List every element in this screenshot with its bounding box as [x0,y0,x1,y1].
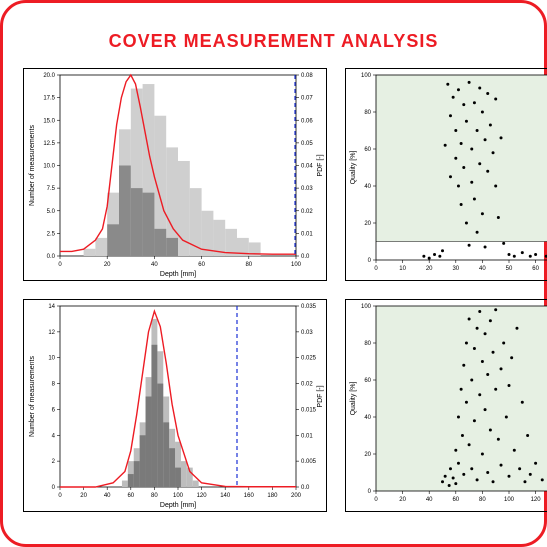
svg-text:20: 20 [80,493,87,499]
svg-text:8: 8 [52,382,56,388]
svg-text:17.5: 17.5 [43,96,55,102]
svg-text:0.01: 0.01 [301,231,313,237]
svg-text:180: 180 [267,493,278,499]
svg-text:200: 200 [291,493,302,499]
svg-text:100: 100 [173,493,184,499]
svg-text:0.08: 0.08 [301,73,313,79]
svg-text:15.0: 15.0 [43,118,55,124]
svg-text:0.07: 0.07 [301,96,313,102]
svg-text:10.0: 10.0 [43,164,55,170]
svg-text:140: 140 [220,493,231,499]
svg-text:30: 30 [452,266,459,272]
svg-text:40: 40 [479,266,486,272]
svg-text:100: 100 [291,262,302,268]
svg-text:40: 40 [151,262,158,268]
svg-text:20: 20 [364,452,371,458]
svg-text:0.03: 0.03 [301,186,313,192]
svg-text:0.01: 0.01 [301,433,313,439]
svg-text:Quality [%]: Quality [%] [350,382,357,416]
svg-text:PDF [-]: PDF [-] [317,385,324,407]
svg-text:Number of measurements: Number of measurements [29,356,36,437]
svg-text:0.03: 0.03 [301,330,313,336]
svg-text:5.0: 5.0 [47,209,56,215]
svg-text:50: 50 [506,266,513,272]
histogram-bottom: 0 20 40 60 80 100 120 140 160 180 200 0 2 4 6 8 10 12 14 0.… [23,299,327,512]
svg-text:Quality [%]: Quality [%] [350,151,357,185]
svg-text:80: 80 [245,262,252,268]
svg-text:40: 40 [364,415,371,421]
svg-text:0.05: 0.05 [301,141,313,147]
svg-text:14: 14 [48,304,55,310]
svg-text:60: 60 [127,493,134,499]
svg-text:12.5: 12.5 [43,141,55,147]
svg-text:60: 60 [364,147,371,153]
svg-text:10: 10 [399,266,406,272]
scatter-top: 0102030405060708090100020406080100Qualit… [345,68,547,281]
svg-text:PDF [-]: PDF [-] [317,154,324,176]
svg-text:0.02: 0.02 [301,209,313,215]
svg-text:100: 100 [361,304,372,310]
svg-text:120: 120 [197,493,208,499]
svg-text:60: 60 [198,262,205,268]
svg-text:6: 6 [52,407,56,413]
svg-text:7.5: 7.5 [47,186,56,192]
svg-text:60: 60 [364,378,371,384]
svg-text:40: 40 [364,184,371,190]
svg-text:0: 0 [368,489,372,495]
svg-text:2.5: 2.5 [47,231,56,237]
svg-text:0: 0 [52,485,56,491]
svg-text:100: 100 [504,497,515,503]
svg-text:0.035: 0.035 [301,304,317,310]
svg-text:80: 80 [479,497,486,503]
histogram-top: 0 20 40 60 80 100 0.0 2.5 5.0 7.5 10.0 12.5 15.0 17.5… [23,68,327,281]
svg-text:0.0: 0.0 [301,485,310,491]
svg-text:80: 80 [364,341,371,347]
svg-text:0.015: 0.015 [301,407,317,413]
svg-text:4: 4 [52,433,56,439]
svg-text:20: 20 [426,266,433,272]
svg-text:0: 0 [374,266,378,272]
svg-text:0: 0 [368,258,372,264]
svg-text:20: 20 [364,221,371,227]
svg-text:160: 160 [244,493,255,499]
scatter-bottom: 020406080100120140160180200020406080100Q… [345,299,547,512]
svg-text:0.005: 0.005 [301,459,317,465]
svg-text:Number of measurements: Number of measurements [29,125,36,206]
svg-text:0: 0 [374,497,378,503]
svg-text:120: 120 [531,497,542,503]
svg-text:20.0: 20.0 [43,73,55,79]
svg-text:0: 0 [58,262,62,268]
svg-text:0.0: 0.0 [301,254,310,260]
analysis-card: COVER MEASUREMENT ANALYSIS 0204060801000… [0,0,547,547]
svg-text:40: 40 [104,493,111,499]
svg-text:60: 60 [532,266,539,272]
svg-text:Depth [mm]: Depth [mm] [160,502,196,509]
chart-grid: 0204060801000.02.55.07.510.012.515.017.5… [23,68,524,508]
svg-text:0.02: 0.02 [301,382,313,388]
svg-text:20: 20 [399,497,406,503]
page-title: COVER MEASUREMENT ANALYSIS [23,31,524,52]
svg-text:12: 12 [48,330,55,336]
svg-text:Depth [mm]: Depth [mm] [160,271,196,278]
svg-text:0.025: 0.025 [301,356,317,362]
svg-text:60: 60 [452,497,459,503]
svg-text:80: 80 [151,493,158,499]
svg-text:2: 2 [52,459,56,465]
svg-text:0.0: 0.0 [47,254,56,260]
svg-text:40: 40 [426,497,433,503]
svg-text:0.04: 0.04 [301,164,313,170]
svg-text:10: 10 [48,356,55,362]
svg-text:0: 0 [58,493,62,499]
svg-text:20: 20 [104,262,111,268]
svg-text:80: 80 [364,110,371,116]
svg-text:100: 100 [361,73,372,79]
svg-text:0.06: 0.06 [301,118,313,124]
